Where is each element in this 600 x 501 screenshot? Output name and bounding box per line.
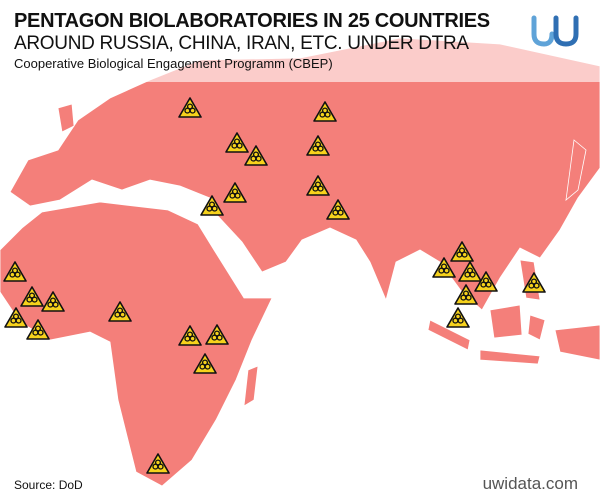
website: uwidata.com (482, 474, 578, 493)
uk (57, 103, 75, 133)
africa (0, 201, 273, 487)
title-line1: PENTAGON BIOLABORATORIES IN 25 COUNTRIES (14, 10, 490, 32)
logo (531, 15, 579, 47)
source: Source: DoD (14, 478, 83, 492)
header-overlay (0, 0, 600, 82)
japan (565, 139, 587, 201)
title-line2: AROUND RUSSIA, CHINA, IRAN, ETC. UNDER D… (14, 33, 469, 54)
madagascar (243, 365, 259, 407)
indonesia (427, 304, 600, 365)
biolab-marker (446, 307, 470, 328)
landmasses (0, 37, 600, 487)
subtitle: Cooperative Biological Engagement Progra… (14, 56, 333, 71)
